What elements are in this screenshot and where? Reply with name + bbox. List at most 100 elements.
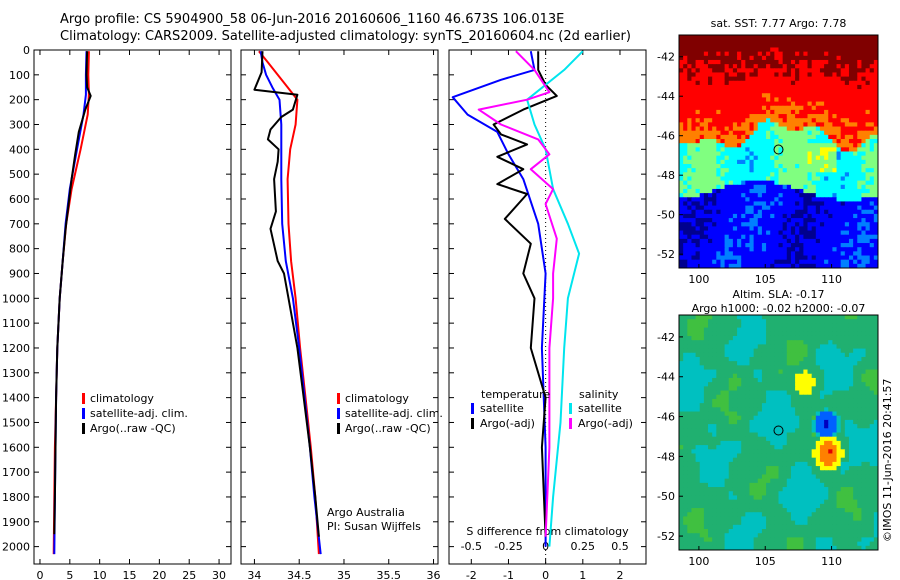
y-tick-label: 1000: [2, 292, 30, 305]
heatmap-cell: [873, 474, 879, 480]
heatmap-cell: [720, 155, 726, 161]
heatmap-cell: [819, 453, 825, 459]
heatmap-cell: [728, 352, 734, 358]
heatmap-cell: [786, 105, 792, 111]
heatmap-cell: [782, 445, 788, 450]
heatmap-cell: [807, 331, 813, 337]
heatmap-cell: [770, 143, 775, 148]
heatmap-cell: [687, 172, 692, 177]
heatmap-cell: [807, 205, 813, 211]
heatmap-cell: [761, 176, 767, 182]
heatmap-cell: [720, 323, 726, 329]
x-tick-label: 0: [542, 569, 549, 580]
heatmap-cell: [774, 76, 779, 82]
heatmap-cell: [728, 197, 734, 202]
heatmap-cell: [853, 184, 858, 190]
heatmap-cell: [811, 449, 817, 454]
heatmap-cell: [695, 369, 701, 375]
heatmap-cell: [836, 218, 842, 223]
heatmap-cell: [832, 101, 838, 107]
heatmap-cell: [720, 222, 726, 227]
heatmap-cell: [840, 163, 846, 169]
heatmap-cell: [840, 482, 846, 488]
heatmap-cell: [720, 143, 726, 148]
heatmap-cell: [745, 105, 750, 111]
heatmap-cell: [790, 243, 796, 248]
heatmap-cell: [824, 163, 829, 169]
heatmap-cell: [865, 168, 871, 173]
heatmap-cell: [778, 193, 784, 198]
heatmap-cell: [770, 151, 775, 157]
heatmap-cell: [753, 390, 759, 396]
heatmap-cell: [869, 159, 875, 165]
heatmap-cell: [832, 76, 838, 82]
heatmap-cell: [844, 348, 850, 354]
heatmap-cell: [724, 209, 730, 215]
heatmap-cell: [795, 453, 800, 459]
heatmap-cell: [844, 51, 850, 57]
heatmap-cell: [869, 126, 875, 132]
heatmap-cell: [828, 205, 833, 211]
heatmap-cell: [712, 323, 717, 329]
heatmap-cell: [869, 466, 875, 471]
heatmap-cell: [737, 143, 742, 148]
heatmap-cell: [828, 340, 833, 345]
heatmap-cell: [844, 323, 850, 329]
heatmap-cell: [778, 35, 784, 40]
heatmap-cell: [766, 373, 771, 379]
heatmap-cell: [807, 344, 813, 350]
heatmap-cell: [869, 373, 875, 379]
heatmap-cell: [757, 51, 763, 57]
heatmap-cell: [699, 457, 705, 463]
heatmap-cell: [848, 97, 854, 103]
heatmap-cell: [778, 369, 784, 375]
heatmap-cell: [712, 234, 717, 240]
heatmap-cell: [848, 356, 854, 362]
heatmap-cell: [745, 356, 750, 362]
heatmap-cell: [737, 382, 742, 387]
heatmap-cell: [683, 361, 688, 366]
heatmap-cell: [778, 209, 784, 215]
heatmap-cell: [774, 365, 779, 371]
heatmap-cell: [687, 403, 692, 408]
heatmap-cell: [819, 43, 825, 48]
heatmap-cell: [782, 197, 788, 202]
heatmap-cell: [811, 487, 817, 492]
heatmap-cell: [869, 356, 875, 362]
heatmap-cell: [741, 155, 746, 161]
heatmap-cell: [720, 218, 726, 223]
heatmap-cell: [844, 213, 850, 219]
heatmap-cell: [766, 109, 771, 115]
heatmap-cell: [761, 386, 767, 392]
heatmap-cell: [848, 340, 854, 345]
heatmap-cell: [708, 449, 713, 454]
heatmap-cell: [795, 398, 800, 404]
heatmap-cell: [749, 377, 755, 383]
heatmap-cell: [712, 382, 717, 387]
heatmap-cell: [720, 51, 726, 57]
heatmap-cell: [679, 43, 684, 48]
heatmap-cell: [869, 72, 875, 78]
heatmap-cell: [861, 143, 867, 148]
heatmap-cell: [774, 428, 779, 433]
heatmap-cell: [728, 251, 734, 257]
heatmap-cell: [803, 89, 809, 94]
heatmap-cell: [757, 424, 763, 429]
heatmap-cell: [824, 382, 829, 387]
heatmap-cell: [761, 105, 767, 111]
heatmap-cell: [757, 109, 763, 115]
heatmap-cell: [695, 51, 701, 57]
series-group-difference: [451, 50, 584, 547]
heatmap-cell: [761, 55, 767, 61]
heatmap-cell: [819, 348, 825, 354]
heatmap-cell: [753, 445, 759, 450]
heatmap-cell: [699, 315, 705, 320]
heatmap-cell: [741, 335, 746, 341]
heatmap-cell: [815, 193, 821, 198]
heatmap-cell: [741, 213, 746, 219]
heatmap-cell: [840, 47, 846, 53]
heatmap-cell: [803, 163, 809, 169]
heatmap-cell: [869, 184, 875, 190]
heatmap-cell: [815, 68, 821, 73]
heatmap-cell: [799, 394, 804, 400]
